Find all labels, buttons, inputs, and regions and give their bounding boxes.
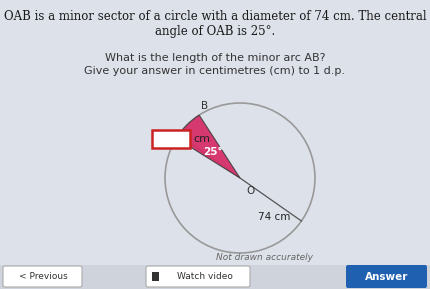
- Text: 25°: 25°: [203, 147, 223, 157]
- Bar: [0, 265, 430, 289]
- Text: A: A: [163, 133, 170, 143]
- Bar: [152, 130, 190, 148]
- Text: cm: cm: [193, 134, 210, 144]
- Text: < Previous: < Previous: [18, 272, 68, 281]
- Text: angle of OAB is 25°.: angle of OAB is 25°.: [155, 25, 275, 38]
- Text: 74 cm: 74 cm: [258, 212, 290, 222]
- Bar: [152, 272, 159, 281]
- Wedge shape: [176, 115, 240, 178]
- Text: O: O: [246, 186, 254, 196]
- FancyBboxPatch shape: [3, 266, 82, 287]
- Text: What is the length of the minor arc AB?: What is the length of the minor arc AB?: [105, 53, 325, 63]
- FancyBboxPatch shape: [146, 266, 250, 287]
- FancyBboxPatch shape: [346, 265, 427, 288]
- Text: Not drawn accurately: Not drawn accurately: [216, 253, 313, 262]
- Text: B: B: [201, 101, 208, 111]
- Text: Answer: Answer: [366, 271, 408, 281]
- Text: Give your answer in centimetres (cm) to 1 d.p.: Give your answer in centimetres (cm) to …: [85, 66, 345, 76]
- Text: Watch video: Watch video: [177, 272, 233, 281]
- Text: OAB is a minor sector of a circle with a diameter of 74 cm. The central: OAB is a minor sector of a circle with a…: [4, 10, 426, 23]
